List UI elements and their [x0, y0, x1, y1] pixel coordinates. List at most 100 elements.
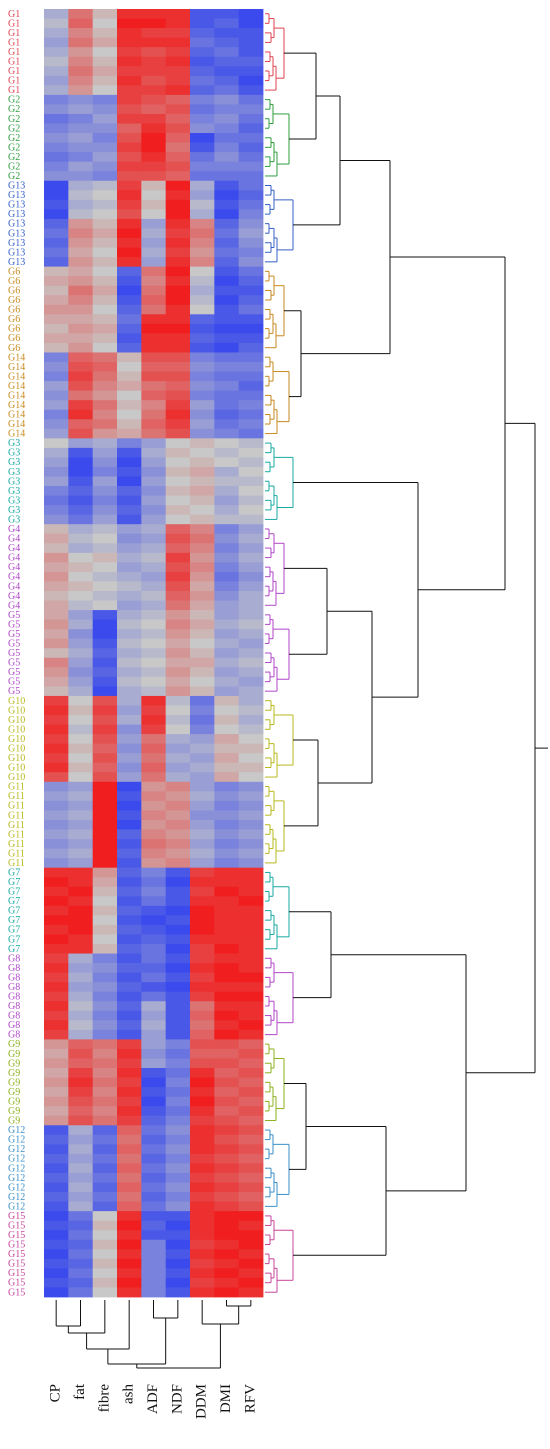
heatmap-cell-G14-9-DMI: [214, 428, 240, 439]
heatmap-cell-G11-6-ADF: [141, 829, 167, 840]
heatmap-cell-G4-7-DDM: [190, 581, 215, 592]
heatmap-cell-G1-5-fibre: [92, 47, 118, 58]
heatmap-cell-G10-6-ash: [117, 743, 142, 754]
heatmap-cell-G3-6-fibre: [92, 486, 118, 496]
heatmap-cell-G13-1-DDM: [190, 180, 215, 191]
heatmap-cell-G13-6-DDM: [190, 228, 215, 239]
heatmap-cell-G1-3-DDM: [190, 28, 215, 39]
heatmap-cell-G3-6-ADF: [141, 486, 167, 496]
heatmap-cell-G1-9-RFV: [238, 85, 264, 96]
heatmap-cell-G1-3-ash: [117, 28, 142, 39]
heatmap-cell-G9-5-DMI: [214, 1077, 240, 1088]
heatmap-cell-G12-7-RFV: [238, 1182, 264, 1193]
heatmap-cell-G13-4-ash: [117, 209, 142, 220]
heatmap-cell-G6-9-NDF: [165, 342, 191, 353]
heatmap-cell-G14-5-fat: [68, 390, 94, 401]
heatmap-cell-G1-6-DDM: [190, 56, 215, 67]
heatmap-cell-G6-4-NDF: [165, 295, 191, 306]
heatmap-cell-G14-1-ash: [117, 352, 142, 363]
heatmap-cell-G9-2-DMI: [214, 1048, 240, 1059]
heatmap-cell-G1-8-DDM: [190, 75, 215, 86]
heatmap-cell-G10-5-DDM: [190, 734, 215, 745]
heatmap-cell-G9-1-RFV: [238, 1039, 264, 1050]
heatmap-cell-G10-6-DMI: [214, 743, 240, 754]
heatmap-cell-G1-9-ADF: [141, 85, 167, 96]
heatmap-cell-G4-4-fat: [68, 552, 94, 563]
heatmap-cell-G3-2-fat: [68, 447, 94, 458]
heatmap-cell-G15-3-DDM: [190, 1230, 215, 1241]
heatmap-cell-G6-5-NDF: [165, 304, 191, 315]
heatmap-cell-G7-5-fat: [68, 905, 94, 916]
heatmap-cell-G7-3-NDF: [165, 886, 191, 897]
heatmap-cell-G12-3-ash: [117, 1144, 142, 1155]
heatmap-cell-G11-5-NDF: [165, 819, 191, 830]
heatmap-cell-G3-2-DMI: [214, 447, 240, 458]
heatmap-cell-G6-8-NDF: [165, 333, 191, 344]
heatmap-cell-G2-8-RFV: [238, 161, 264, 172]
heatmap-cell-G9-1-DDM: [190, 1039, 215, 1050]
row-dendrogram: [265, 13, 548, 1293]
row-label-G8-1: G8: [8, 953, 20, 964]
heatmap-cell-G5-9-NDF: [165, 686, 191, 697]
heatmap-cell-G2-1-ADF: [141, 94, 167, 105]
heatmap-cell-G13-2-fat: [68, 190, 94, 201]
heatmap-cell-G4-9-fibre: [92, 600, 118, 611]
heatmap-cell-G15-4-DDM: [190, 1239, 215, 1250]
heatmap-cell-G8-2-CP: [44, 963, 69, 974]
heatmap-cell-G9-5-fat: [68, 1077, 94, 1088]
heatmap-cell-G10-6-fibre: [92, 743, 118, 754]
column-label-rfv: RFV: [242, 1384, 258, 1413]
heatmap-cell-G5-8-ADF: [141, 676, 167, 687]
heatmap-cell-G14-6-ADF: [141, 400, 167, 411]
heatmap-cell-G4-4-ash: [117, 552, 142, 563]
heatmap-cell-G7-8-fat: [68, 934, 94, 945]
heatmap-cell-G8-3-ash: [117, 972, 142, 983]
heatmap-cell-G14-8-CP: [44, 419, 69, 430]
heatmap-cell-G6-6-ash: [117, 314, 142, 325]
heatmap-cell-G1-3-ADF: [141, 28, 167, 39]
heatmap-cell-G1-6-ADF: [141, 56, 167, 67]
heatmap-cell-G13-2-NDF: [165, 190, 191, 201]
heatmap-cell-G15-1-ADF: [141, 1211, 167, 1222]
heatmap-cell-G10-9-CP: [44, 772, 69, 783]
heatmap-cell-G9-8-CP: [44, 1106, 69, 1117]
heatmap-cell-G10-7-RFV: [238, 753, 264, 764]
row-label-G12-2: G12: [8, 1135, 25, 1146]
heatmap-cell-G14-8-DDM: [190, 419, 215, 430]
heatmap-cell-G2-9-fibre: [92, 171, 118, 182]
heatmap-cell-G14-1-NDF: [165, 352, 191, 363]
heatmap-cell-G7-5-DMI: [214, 905, 240, 916]
heatmap-cell-G10-9-RFV: [238, 772, 264, 783]
heatmap-cell-G10-1-DMI: [214, 695, 240, 706]
heatmap-cell-G4-3-ash: [117, 543, 142, 554]
heatmap-cell-G3-5-CP: [44, 476, 69, 487]
heatmap-cell-G3-8-DMI: [214, 505, 240, 516]
heatmap-cell-G15-7-ash: [117, 1268, 142, 1279]
heatmap-cell-G9-3-NDF: [165, 1058, 191, 1069]
heatmap-cell-G8-9-ADF: [141, 1029, 167, 1040]
heatmap-cell-G6-3-CP: [44, 285, 69, 296]
heatmap-cell-G8-1-ash: [117, 953, 142, 964]
heatmap-cell-G3-7-fibre: [92, 495, 118, 506]
heatmap-cell-G1-8-ash: [117, 75, 142, 86]
row-label-G15-4: G15: [8, 1240, 25, 1251]
heatmap-cell-G1-4-fat: [68, 37, 94, 48]
heatmap-cell-G1-4-NDF: [165, 37, 191, 48]
heatmap-cell-G8-1-DMI: [214, 953, 240, 964]
heatmap-cell-G1-5-ADF: [141, 47, 167, 58]
row-label-G13-3: G13: [8, 200, 25, 211]
heatmap-cell-G12-6-DDM: [190, 1172, 215, 1183]
heatmap-cell-G13-3-fibre: [92, 199, 118, 210]
heatmap-cell-G15-8-ADF: [141, 1277, 167, 1288]
heatmap-cell-G10-5-NDF: [165, 734, 191, 745]
heatmap-cell-G11-7-CP: [44, 839, 69, 849]
heatmap-cell-G14-7-DDM: [190, 409, 215, 420]
heatmap-cell-G1-9-fat: [68, 85, 94, 96]
heatmap-cell-G12-3-RFV: [238, 1144, 264, 1155]
heatmap-cell-G1-8-ADF: [141, 75, 167, 86]
heatmap-cell-G11-3-DDM: [190, 800, 215, 811]
heatmap-cell-G8-4-CP: [44, 982, 69, 993]
heatmap-cell-G1-4-ADF: [141, 37, 167, 48]
row-label-G10-5: G10: [8, 734, 25, 745]
heatmap-cell-G14-9-ADF: [141, 428, 167, 439]
